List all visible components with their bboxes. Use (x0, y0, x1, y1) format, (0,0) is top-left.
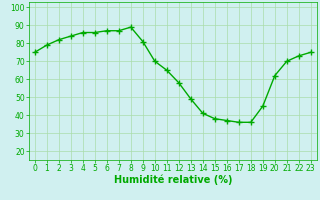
X-axis label: Humidité relative (%): Humidité relative (%) (114, 175, 232, 185)
